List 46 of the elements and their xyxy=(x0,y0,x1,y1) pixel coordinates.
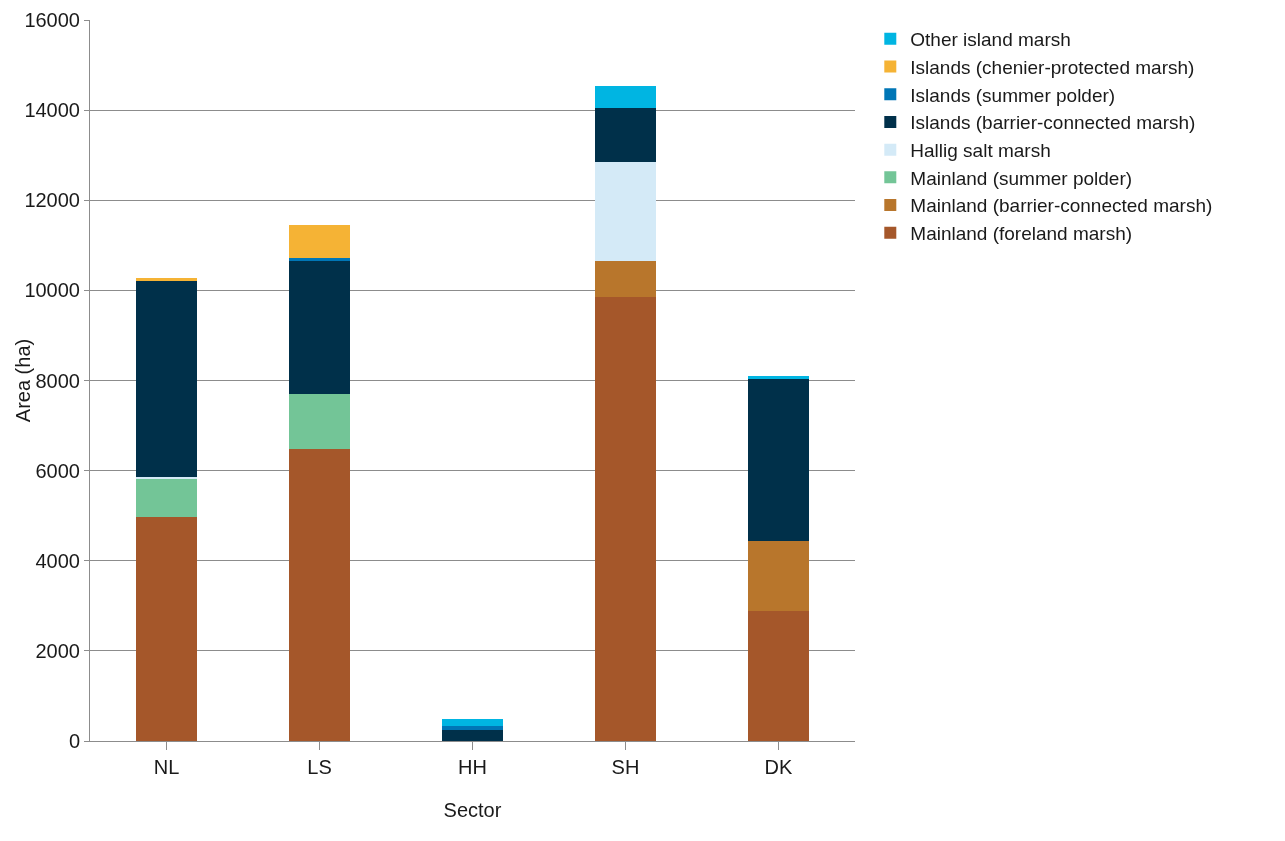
bar xyxy=(288,258,351,262)
x-tick-label: NL xyxy=(153,756,180,778)
y-tick-label: 4000 xyxy=(35,549,80,572)
bar xyxy=(747,611,810,741)
bar xyxy=(135,476,198,479)
bar xyxy=(135,280,198,477)
bar xyxy=(441,718,504,726)
bar xyxy=(594,162,657,262)
bar xyxy=(135,516,198,741)
y-tick-label: 12000 xyxy=(24,189,80,212)
y-tick-label: 8000 xyxy=(35,369,80,392)
bar xyxy=(288,448,351,741)
legend-label: Mainland (barrier-connected marsh) xyxy=(910,195,1213,217)
bar xyxy=(594,261,657,298)
x-tick-label: LS xyxy=(307,756,332,778)
y-tick-label: 0 xyxy=(68,730,80,752)
legend-label: Mainland (foreland marsh) xyxy=(910,223,1133,245)
legend-label: Other island marsh xyxy=(910,29,1071,51)
y-tick-label: 16000 xyxy=(24,9,80,31)
y-tick-label: 14000 xyxy=(24,99,80,122)
bar xyxy=(288,225,351,259)
bar xyxy=(441,729,504,741)
bar xyxy=(594,107,657,163)
y-tick-label: 10000 xyxy=(24,279,80,302)
bar xyxy=(747,376,810,380)
bar xyxy=(747,379,810,541)
bar xyxy=(135,478,198,517)
bar xyxy=(594,297,657,741)
y-axis-title: Area (ha) xyxy=(11,338,34,423)
bar xyxy=(594,86,657,108)
bar xyxy=(747,540,810,612)
bar xyxy=(441,725,504,730)
bar xyxy=(135,277,198,281)
legend-label: Islands (barrier-connected marsh) xyxy=(910,112,1196,134)
x-tick-label: HH xyxy=(458,756,487,778)
bar xyxy=(288,394,351,449)
legend-label: Islands (chenier-protected marsh) xyxy=(910,56,1195,78)
y-tick-label: 6000 xyxy=(35,459,80,482)
bar xyxy=(288,261,351,395)
legend-label: Mainland (summer polder) xyxy=(910,167,1133,189)
x-axis-title: Sector xyxy=(443,798,502,821)
x-tick-label: DK xyxy=(764,756,794,778)
legend-label: Islands (summer polder) xyxy=(910,84,1116,106)
legend-label: Hallig salt marsh xyxy=(910,140,1051,162)
x-tick-label: SH xyxy=(611,756,640,778)
y-tick-label: 2000 xyxy=(35,639,80,662)
